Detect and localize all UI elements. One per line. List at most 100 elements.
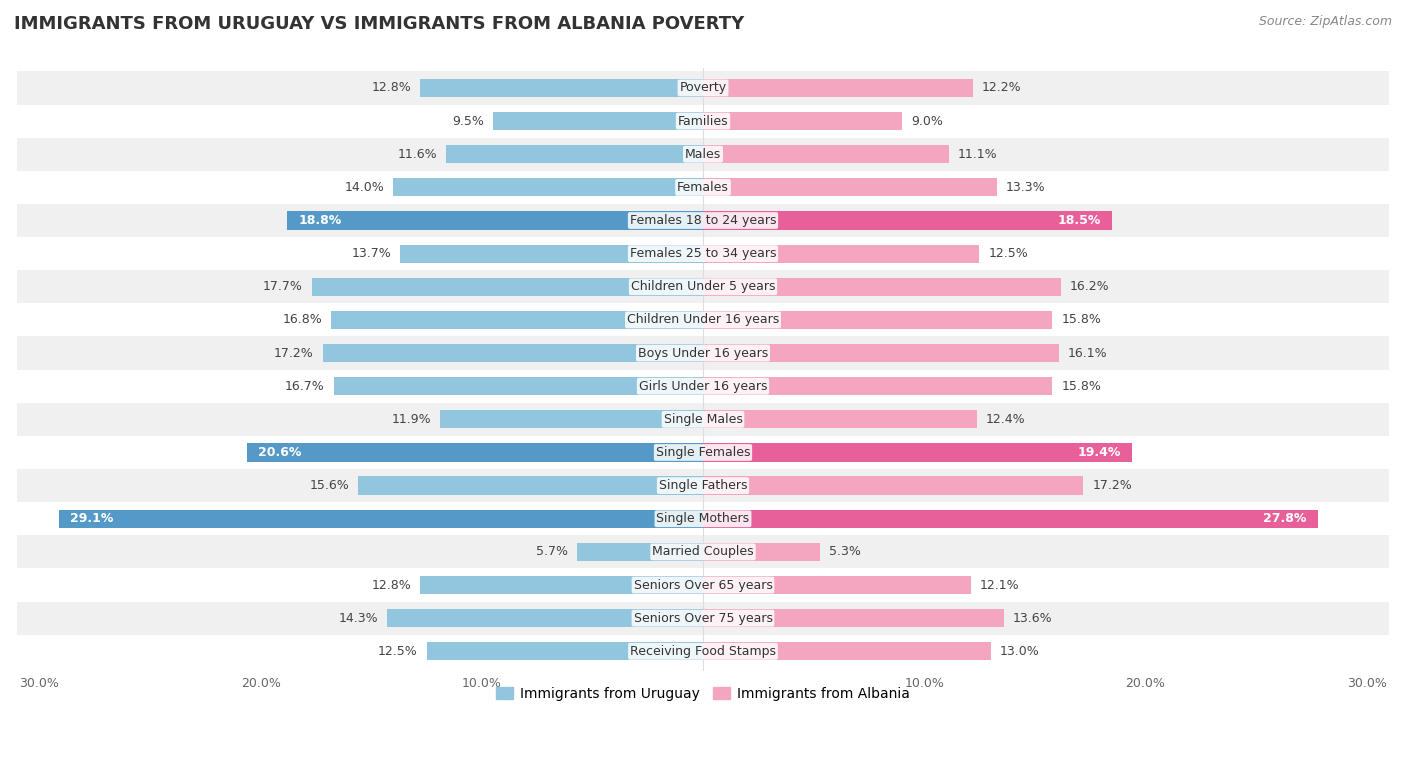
Text: 9.0%: 9.0% [911,114,943,127]
Bar [494,112,703,130]
Text: 9.5%: 9.5% [453,114,484,127]
Text: Females 25 to 34 years: Females 25 to 34 years [630,247,776,260]
Bar [0,568,1406,602]
Bar [247,443,703,462]
Text: 18.5%: 18.5% [1057,214,1101,227]
Bar [703,642,990,660]
Bar [703,211,1112,230]
Text: 20.6%: 20.6% [259,446,302,459]
Text: 5.7%: 5.7% [536,546,568,559]
Bar [394,178,703,196]
Bar [420,79,703,97]
Text: Single Mothers: Single Mothers [657,512,749,525]
Text: 13.6%: 13.6% [1012,612,1052,625]
Text: Single Females: Single Females [655,446,751,459]
Text: 18.8%: 18.8% [298,214,342,227]
Bar [0,535,1406,568]
Bar [703,344,1059,362]
Bar [0,602,1406,634]
Text: Seniors Over 75 years: Seniors Over 75 years [634,612,772,625]
Bar [0,237,1406,270]
Bar [322,344,703,362]
Text: 17.2%: 17.2% [1092,479,1132,492]
Bar [287,211,703,230]
Bar [0,105,1406,138]
Text: Boys Under 16 years: Boys Under 16 years [638,346,768,359]
Bar [703,112,903,130]
Bar [0,71,1406,105]
Bar [0,138,1406,171]
Text: 27.8%: 27.8% [1264,512,1306,525]
Bar [333,377,703,396]
Bar [0,171,1406,204]
Bar [0,634,1406,668]
Text: 12.2%: 12.2% [981,81,1021,95]
Text: Poverty: Poverty [679,81,727,95]
Text: 5.3%: 5.3% [830,546,860,559]
Text: 12.4%: 12.4% [986,413,1026,426]
Bar [703,377,1053,396]
Bar [703,410,977,428]
Text: 16.8%: 16.8% [283,313,322,327]
Bar [703,245,980,263]
Text: 11.1%: 11.1% [957,148,997,161]
Text: Children Under 5 years: Children Under 5 years [631,280,775,293]
Text: 13.3%: 13.3% [1007,181,1046,194]
Text: Source: ZipAtlas.com: Source: ZipAtlas.com [1258,15,1392,28]
Bar [703,477,1084,495]
Text: 14.0%: 14.0% [344,181,384,194]
Bar [703,609,1004,628]
Bar [0,402,1406,436]
Text: 11.6%: 11.6% [398,148,437,161]
Bar [703,145,949,163]
Text: 12.8%: 12.8% [371,578,411,591]
Bar [703,311,1053,329]
Text: Girls Under 16 years: Girls Under 16 years [638,380,768,393]
Bar [312,277,703,296]
Text: Females 18 to 24 years: Females 18 to 24 years [630,214,776,227]
Text: 15.6%: 15.6% [309,479,349,492]
Text: 17.7%: 17.7% [263,280,302,293]
Text: Females: Females [678,181,728,194]
Text: Single Fathers: Single Fathers [659,479,747,492]
Bar [0,503,1406,535]
Text: 12.5%: 12.5% [378,645,418,658]
Text: Families: Families [678,114,728,127]
Text: Married Couples: Married Couples [652,546,754,559]
Bar [387,609,703,628]
Text: 29.1%: 29.1% [70,512,114,525]
Text: 16.7%: 16.7% [285,380,325,393]
Text: 13.0%: 13.0% [1000,645,1039,658]
Bar [0,469,1406,503]
Legend: Immigrants from Uruguay, Immigrants from Albania: Immigrants from Uruguay, Immigrants from… [491,681,915,706]
Text: Single Males: Single Males [664,413,742,426]
Text: Seniors Over 65 years: Seniors Over 65 years [634,578,772,591]
Text: 16.1%: 16.1% [1069,346,1108,359]
Bar [426,642,703,660]
Text: IMMIGRANTS FROM URUGUAY VS IMMIGRANTS FROM ALBANIA POVERTY: IMMIGRANTS FROM URUGUAY VS IMMIGRANTS FR… [14,15,744,33]
Bar [332,311,703,329]
Text: 12.5%: 12.5% [988,247,1028,260]
Text: 12.1%: 12.1% [980,578,1019,591]
Text: 11.9%: 11.9% [391,413,432,426]
Bar [440,410,703,428]
Bar [0,303,1406,337]
Text: Receiving Food Stamps: Receiving Food Stamps [630,645,776,658]
Text: 19.4%: 19.4% [1077,446,1121,459]
Bar [0,270,1406,303]
Bar [703,443,1132,462]
Text: 12.8%: 12.8% [371,81,411,95]
Text: 15.8%: 15.8% [1062,313,1101,327]
Bar [703,509,1317,528]
Bar [703,576,970,594]
Text: 16.2%: 16.2% [1070,280,1109,293]
Bar [0,337,1406,370]
Text: 13.7%: 13.7% [352,247,391,260]
Bar [399,245,703,263]
Bar [0,204,1406,237]
Text: 15.8%: 15.8% [1062,380,1101,393]
Bar [0,436,1406,469]
Bar [447,145,703,163]
Text: 17.2%: 17.2% [274,346,314,359]
Bar [703,543,820,561]
